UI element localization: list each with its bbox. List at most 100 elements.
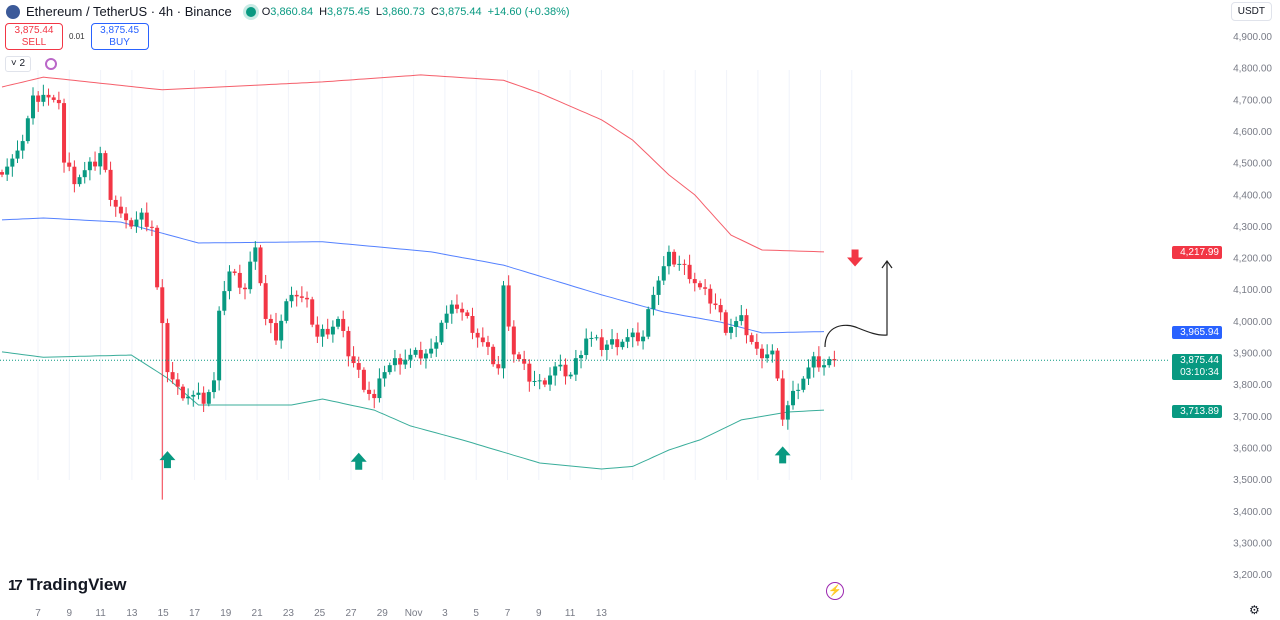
spread: 0.01 [69, 32, 85, 41]
candle-body [827, 358, 832, 366]
x-tick-label: 15 [158, 608, 170, 619]
candle-body [573, 358, 578, 375]
y-tick-label: 4,700.00 [1233, 95, 1272, 106]
candle-body [103, 153, 108, 170]
candle-body [222, 291, 227, 311]
candle-body [822, 365, 827, 368]
bollinger-upper-band [1, 74, 825, 253]
candle-body [713, 303, 718, 306]
candle-body [832, 358, 837, 361]
sync-icon[interactable] [45, 58, 57, 70]
y-tick-label: 3,700.00 [1233, 412, 1272, 423]
candle-body [775, 350, 780, 379]
candle-body [672, 251, 677, 265]
candle-body [620, 341, 625, 348]
lightning-icon[interactable]: ⚡ [826, 582, 844, 600]
candle-body [15, 150, 20, 159]
candle-body [387, 365, 392, 373]
candle-body [444, 313, 449, 323]
candle-body [129, 220, 134, 227]
indicators-collapse-button[interactable]: ˅ 2 [5, 56, 31, 72]
symbol-title[interactable]: Ethereum / TetherUS · 4h · Binance [26, 4, 232, 19]
sell-button[interactable]: 3,875.44 SELL [5, 23, 63, 50]
y-tick-label: 3,900.00 [1233, 349, 1272, 360]
bollinger-lower-band [1, 351, 825, 470]
candle-body [372, 393, 377, 399]
candle-body [532, 380, 537, 382]
tradingview-logo[interactable]: 17 TradingView [8, 575, 127, 594]
candle-body [480, 337, 485, 343]
ohlc-values: O3,860.84 H3,875.45 L3,860.73 C3,875.44 … [262, 6, 570, 18]
candle-body [377, 378, 382, 399]
candle-body [56, 99, 61, 104]
candle-body [677, 263, 682, 265]
candle-body [124, 213, 129, 221]
market-open-icon [245, 6, 256, 17]
candle-body [692, 279, 697, 284]
candle-body [765, 354, 770, 359]
candle-body [589, 337, 594, 339]
x-tick-label: 9 [536, 608, 542, 619]
middle-band-label: 3,965.94 [1172, 326, 1222, 339]
ohlc-low: L3,860.73 [375, 5, 425, 18]
x-tick-label: 7 [505, 608, 511, 619]
candle-body [604, 344, 609, 350]
candle-body [615, 339, 620, 348]
settings-gear-icon[interactable]: ⚙ [1249, 603, 1260, 617]
lower-band-label: 3,713.89 [1172, 405, 1222, 418]
candle-body [206, 392, 211, 404]
y-tick-label: 4,000.00 [1233, 317, 1272, 328]
y-tick-label: 3,200.00 [1233, 570, 1272, 581]
indicators-bar: ˅ 2 [5, 56, 57, 72]
candle-body [625, 337, 630, 342]
candle-body [310, 299, 315, 325]
ohlc-close: C3,875.44 [430, 5, 482, 18]
arrow-down-icon [847, 249, 864, 267]
candle-body [346, 330, 351, 357]
candle-body [723, 312, 728, 333]
arrow-up-icon [774, 446, 791, 464]
candle-body [325, 328, 330, 335]
currency-selector[interactable]: USDT [1230, 2, 1272, 21]
ohlc-high: H3,875.45 [319, 5, 370, 18]
candle-body [341, 318, 346, 331]
candle-body [728, 326, 733, 333]
candle-body [527, 363, 532, 382]
candle-body [180, 386, 185, 399]
candle-body [646, 309, 651, 337]
candle-body [279, 320, 284, 341]
candle-body [506, 285, 511, 327]
ethereum-icon [6, 4, 20, 19]
candle-body [449, 304, 454, 314]
candle-body [635, 332, 640, 342]
candle-body [413, 349, 418, 355]
y-tick-label: 4,200.00 [1233, 254, 1272, 265]
candle-body [434, 342, 439, 349]
candle-body [31, 95, 36, 119]
candle-body [201, 392, 206, 404]
y-tick-label: 4,400.00 [1233, 190, 1272, 201]
candle-body [496, 364, 501, 369]
candle-body [460, 308, 465, 313]
candle-body [579, 355, 584, 359]
candle-body [563, 364, 568, 377]
candle-body [470, 315, 475, 333]
candle-body [785, 405, 790, 420]
candle-body [429, 348, 434, 354]
candle-body [175, 379, 180, 387]
y-tick-label: 4,300.00 [1233, 222, 1272, 233]
candle-body [491, 346, 496, 365]
buy-button[interactable]: 3,875.45 BUY [90, 23, 149, 50]
candle-body [382, 372, 387, 379]
candle-body [356, 363, 361, 370]
candle-body [217, 310, 222, 381]
candle-body [211, 380, 216, 393]
upper-band-label: 4,217.99 [1172, 246, 1222, 259]
candle-body [196, 392, 201, 395]
candle-body [336, 318, 341, 327]
candle-body [77, 177, 82, 185]
candle-body [439, 322, 444, 343]
candle-body [315, 324, 320, 337]
candle-body [418, 349, 423, 359]
